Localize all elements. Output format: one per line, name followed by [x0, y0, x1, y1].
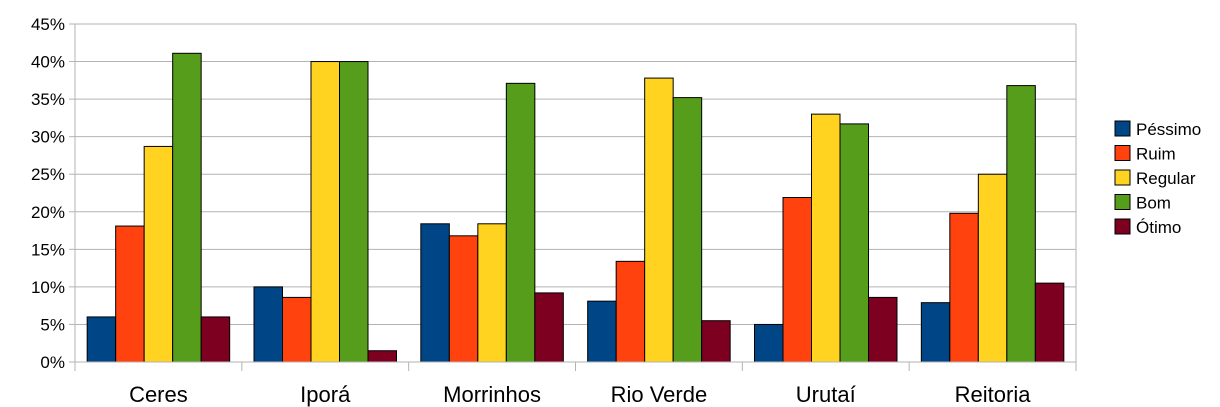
x-category-label: Urutaí [796, 382, 856, 407]
bar-ruim [782, 197, 812, 363]
bar-ótimo [701, 320, 731, 363]
legend-label: Regular [1136, 169, 1196, 188]
y-tick-label: 25% [31, 165, 65, 184]
x-category-label: Reitoria [955, 382, 1032, 407]
bar-ruim [949, 212, 979, 363]
bar-ótimo [1034, 282, 1065, 363]
bar-bom [339, 61, 369, 363]
legend: Péssimo Ruim Regular Bom Ótimo [1114, 120, 1201, 237]
bar-regular [310, 61, 340, 363]
y-tick-label: 20% [31, 203, 65, 222]
bar-ruim [615, 260, 646, 363]
bars [86, 52, 1065, 363]
bar-regular [644, 77, 674, 363]
bar-ótimo [367, 350, 397, 363]
gridlines [69, 23, 1076, 363]
x-category-label: Morrinhos [443, 382, 541, 407]
bar-regular [143, 145, 174, 363]
bar-bom [505, 82, 536, 363]
bar-bom [672, 97, 703, 363]
x-category-label: Ceres [129, 382, 188, 407]
y-tick-label: 0% [40, 353, 65, 372]
legend-swatch [1114, 169, 1131, 186]
legend-label: Bom [1136, 194, 1171, 213]
x-axis-categories: Ceres Iporá Morrinhos Rio Verde Urutaí Reitor… [129, 362, 1031, 407]
bar-ótimo [200, 316, 231, 363]
bar-bom [1006, 85, 1036, 363]
y-tick-label: 5% [40, 315, 65, 334]
legend-swatch [1114, 218, 1131, 235]
x-category-label: Rio Verde [611, 382, 708, 407]
y-tick-label: 40% [31, 53, 65, 72]
bar-péssimo [420, 223, 450, 363]
bar-regular [811, 113, 841, 363]
bar-péssimo [253, 286, 283, 363]
y-tick-label: 45% [31, 15, 65, 34]
x-category-label: Iporá [300, 382, 351, 407]
bar-ruim [282, 296, 312, 363]
bar-bom [172, 52, 202, 363]
bar-péssimo [587, 300, 617, 363]
legend-swatch [1114, 145, 1131, 161]
bar-ótimo [534, 292, 564, 363]
legend-swatch [1114, 194, 1131, 210]
legend-label: Ruim [1136, 145, 1176, 164]
bar-péssimo [920, 302, 951, 363]
bar-regular [477, 223, 507, 363]
bar-péssimo [86, 316, 117, 363]
legend-label: Péssimo [1136, 120, 1201, 139]
bar-péssimo [754, 323, 784, 363]
legend-label: Ótimo [1136, 218, 1181, 237]
bar-ruim [448, 235, 479, 363]
bar-regular [977, 173, 1008, 363]
legend-swatch [1114, 120, 1131, 137]
bar-ótimo [868, 296, 898, 363]
y-tick-label: 10% [31, 278, 65, 297]
bar-bom [839, 123, 869, 363]
y-tick-label: 15% [31, 240, 65, 259]
y-tick-label: 35% [31, 90, 65, 109]
bar-ruim [115, 225, 145, 363]
y-axis-ticks: 0% 5% 10% 15% 20% 25% 30% 35% 40% 45% [31, 15, 65, 372]
y-tick-label: 30% [31, 128, 65, 147]
